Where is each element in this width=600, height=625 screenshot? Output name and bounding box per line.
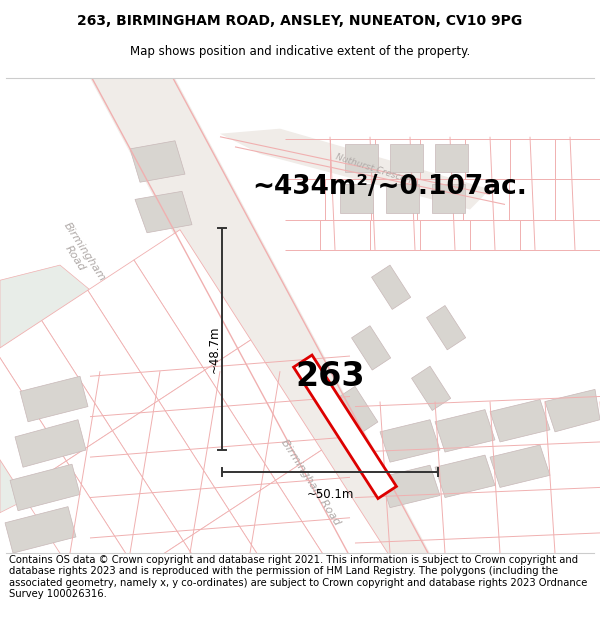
Polygon shape [20, 461, 137, 601]
Polygon shape [435, 455, 495, 498]
Polygon shape [335, 386, 378, 435]
Text: Birmingham Road: Birmingham Road [278, 438, 341, 527]
Polygon shape [435, 409, 495, 452]
Polygon shape [346, 560, 463, 625]
Polygon shape [0, 321, 112, 461]
Polygon shape [300, 591, 417, 625]
Polygon shape [5, 507, 76, 553]
Polygon shape [15, 420, 86, 468]
Polygon shape [371, 265, 410, 309]
Text: ~434m²/~0.107ac.: ~434m²/~0.107ac. [253, 174, 527, 200]
Text: Map shows position and indicative extent of the property.: Map shows position and indicative extent… [130, 46, 470, 58]
Polygon shape [275, 450, 392, 591]
Text: 263: 263 [295, 360, 365, 392]
Polygon shape [435, 144, 468, 172]
Text: Birmingham
Road: Birmingham Road [52, 221, 107, 289]
Polygon shape [345, 144, 378, 172]
Text: Nuthurst Crescent: Nuthurst Crescent [334, 152, 416, 186]
Polygon shape [380, 465, 440, 508]
Polygon shape [490, 445, 550, 488]
Text: 263, BIRMINGHAM ROAD, ANSLEY, NUNEATON, CV10 9PG: 263, BIRMINGHAM ROAD, ANSLEY, NUNEATON, … [77, 14, 523, 28]
Polygon shape [293, 355, 397, 499]
Polygon shape [412, 366, 451, 411]
Polygon shape [130, 141, 185, 182]
Polygon shape [88, 260, 205, 401]
Polygon shape [490, 399, 550, 442]
Polygon shape [427, 306, 466, 350]
Polygon shape [229, 481, 346, 621]
Polygon shape [91, 571, 208, 625]
Polygon shape [545, 389, 600, 432]
Polygon shape [340, 184, 373, 213]
Polygon shape [0, 351, 66, 491]
Polygon shape [134, 230, 251, 370]
Text: ~48.7m: ~48.7m [208, 325, 221, 372]
Polygon shape [254, 621, 371, 625]
Polygon shape [183, 511, 300, 625]
Polygon shape [432, 184, 465, 213]
Polygon shape [386, 184, 419, 213]
Polygon shape [158, 370, 275, 511]
Polygon shape [137, 541, 254, 625]
Text: ~50.1m: ~50.1m [307, 489, 353, 501]
Polygon shape [380, 420, 440, 462]
Polygon shape [0, 265, 115, 512]
Text: Contains OS data © Crown copyright and database right 2021. This information is : Contains OS data © Crown copyright and d… [9, 554, 587, 599]
Polygon shape [112, 401, 229, 541]
Polygon shape [41, 290, 158, 431]
Polygon shape [20, 376, 88, 422]
Polygon shape [66, 431, 183, 571]
Polygon shape [205, 340, 322, 481]
Polygon shape [390, 144, 423, 172]
Polygon shape [135, 191, 192, 232]
Polygon shape [220, 129, 490, 209]
Polygon shape [10, 464, 80, 511]
Polygon shape [90, 78, 430, 553]
Polygon shape [352, 326, 391, 370]
